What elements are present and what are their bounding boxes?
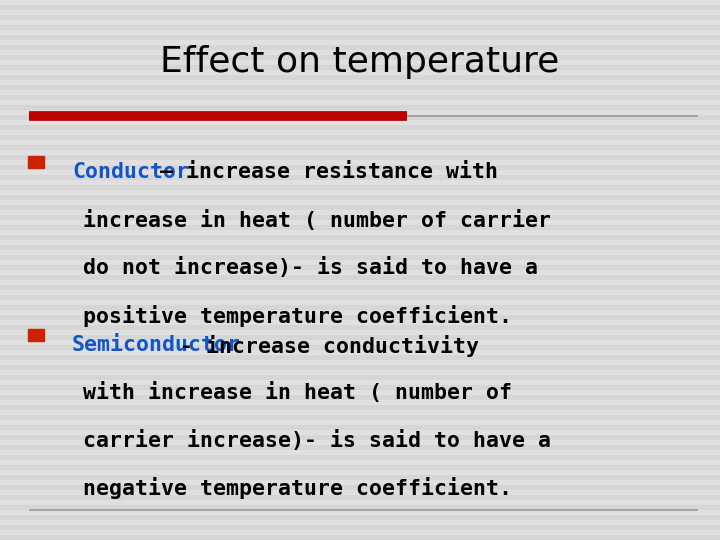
Text: increase in heat ( number of carrier: increase in heat ( number of carrier — [83, 210, 551, 231]
Bar — [0, 485, 720, 490]
Bar — [0, 445, 720, 450]
Text: negative temperature coefficient.: negative temperature coefficient. — [83, 477, 512, 500]
Bar — [0, 15, 720, 20]
Text: carrier increase)- is said to have a: carrier increase)- is said to have a — [83, 430, 551, 451]
Bar — [0, 435, 720, 440]
Bar — [0, 75, 720, 80]
Bar — [0, 355, 720, 360]
Text: do not increase)- is said to have a: do not increase)- is said to have a — [83, 257, 538, 278]
Bar — [0, 85, 720, 90]
Bar — [0, 295, 720, 300]
Bar — [0, 195, 720, 200]
Bar — [0, 335, 720, 340]
Bar — [0, 185, 720, 190]
Text: – increase resistance with: – increase resistance with — [147, 162, 498, 182]
Bar — [28, 329, 44, 341]
Bar — [0, 95, 720, 100]
Bar — [0, 145, 720, 150]
Bar — [0, 395, 720, 400]
Bar — [0, 475, 720, 480]
Bar — [0, 525, 720, 530]
Bar — [0, 415, 720, 420]
Bar — [0, 175, 720, 180]
Text: Effect on temperature: Effect on temperature — [161, 45, 559, 79]
Bar — [0, 265, 720, 270]
Bar — [0, 55, 720, 60]
Bar — [0, 305, 720, 310]
Text: Semiconductor: Semiconductor — [72, 335, 241, 355]
Bar — [0, 385, 720, 390]
Bar — [0, 515, 720, 520]
Bar — [0, 535, 720, 540]
Bar — [0, 165, 720, 170]
Bar — [0, 465, 720, 470]
Text: with increase in heat ( number of: with increase in heat ( number of — [83, 382, 512, 403]
Bar — [0, 375, 720, 380]
Bar — [0, 225, 720, 230]
Text: - increase conductivity: - increase conductivity — [180, 335, 479, 357]
Bar — [0, 495, 720, 500]
Bar — [0, 285, 720, 290]
Text: Conductor: Conductor — [72, 162, 189, 182]
Bar — [0, 315, 720, 320]
Bar — [0, 25, 720, 30]
Bar — [0, 215, 720, 220]
Bar — [0, 105, 720, 110]
Bar — [0, 35, 720, 40]
Bar — [28, 156, 44, 168]
Bar — [0, 345, 720, 350]
Bar — [0, 405, 720, 410]
Bar — [0, 235, 720, 240]
Bar — [0, 135, 720, 140]
Bar — [0, 245, 720, 250]
Bar — [0, 365, 720, 370]
Bar — [0, 205, 720, 210]
Bar — [0, 255, 720, 260]
Bar — [0, 45, 720, 50]
Bar — [0, 425, 720, 430]
Bar — [0, 115, 720, 120]
Bar — [0, 325, 720, 330]
Bar — [0, 455, 720, 460]
Bar — [0, 5, 720, 10]
Text: positive temperature coefficient.: positive temperature coefficient. — [83, 305, 512, 327]
Bar — [0, 125, 720, 130]
Bar — [0, 65, 720, 70]
Bar — [0, 505, 720, 510]
Bar — [0, 155, 720, 160]
Bar — [0, 275, 720, 280]
